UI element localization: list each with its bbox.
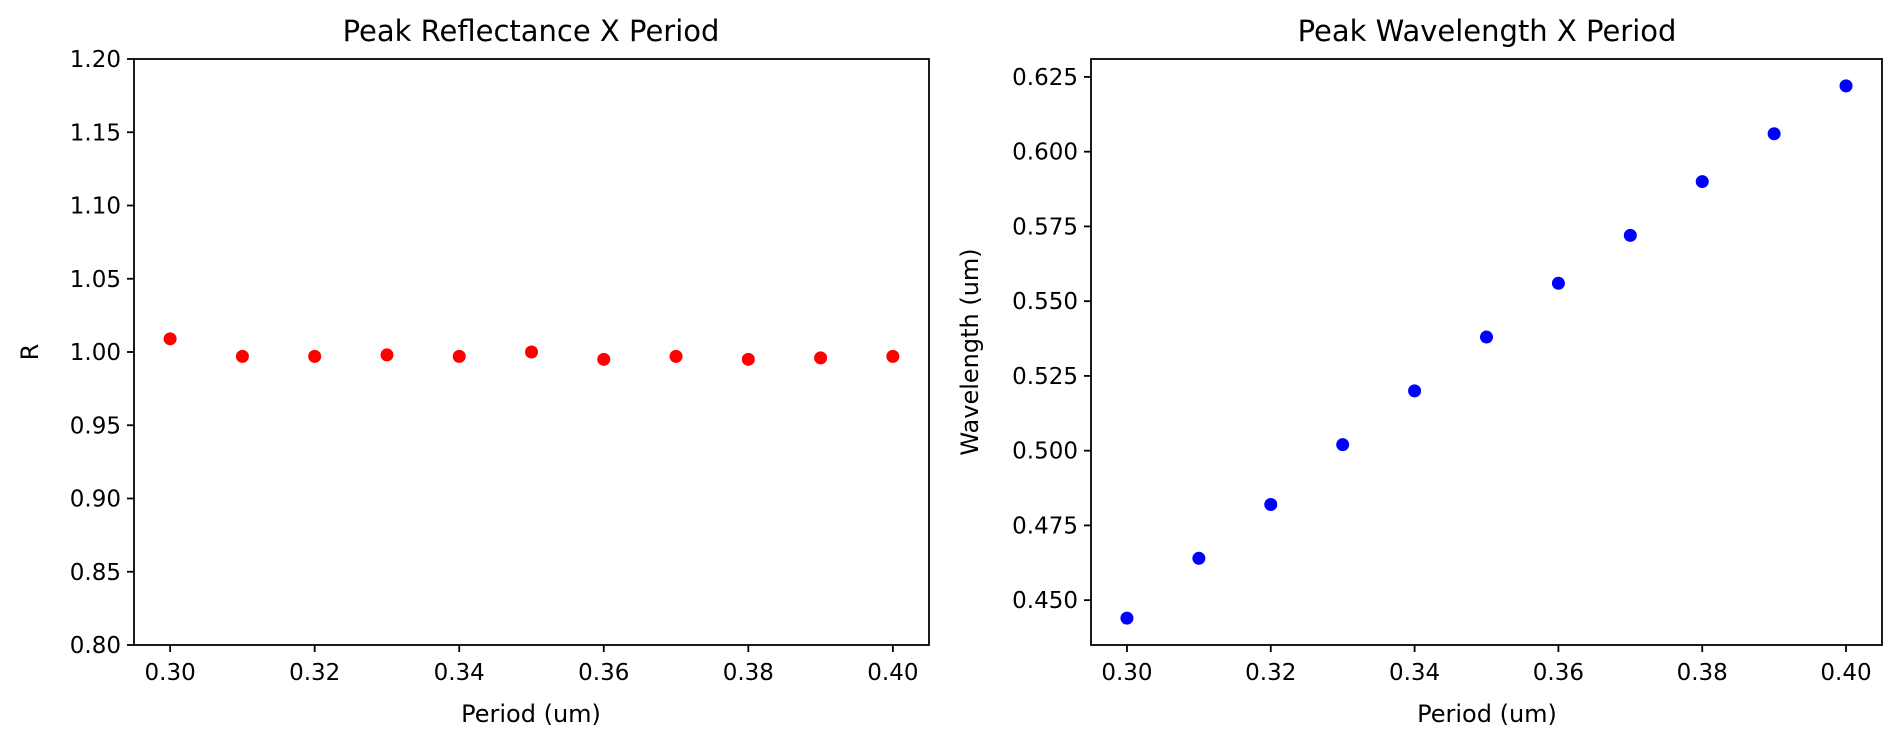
plot-frame — [133, 58, 930, 646]
data-point — [597, 352, 611, 366]
data-point — [163, 332, 177, 346]
y-ticks: 0.80 0.85 0.90 0.95 1.00 1.05 1.10 1.15 1.20 — [70, 47, 134, 659]
x-axis-label: Period (um) — [1417, 700, 1557, 728]
chart-panel-reflectance: Peak Reflectance X Period Period (um) R … — [16, 14, 930, 728]
y-tick-label: 0.550 — [1012, 289, 1078, 315]
x-axis-label: Period (um) — [461, 700, 601, 728]
data-point — [1264, 497, 1278, 511]
data-point — [741, 352, 755, 366]
x-tick-label: 0.36 — [578, 660, 629, 686]
data-point — [452, 349, 466, 363]
data-point — [1695, 175, 1709, 189]
y-tick-label: 0.85 — [70, 560, 121, 586]
x-tick-label: 0.40 — [867, 660, 918, 686]
data-point — [1192, 551, 1206, 565]
y-tick-label: 1.00 — [70, 340, 121, 366]
x-tick-label: 0.32 — [1245, 660, 1296, 686]
y-tick-label: 0.475 — [1012, 513, 1078, 539]
y-tick-label: 0.80 — [70, 633, 121, 659]
data-point — [1551, 276, 1565, 290]
chart-title: Peak Reflectance X Period — [343, 14, 720, 48]
y-tick-label: 1.20 — [70, 47, 121, 73]
data-point — [235, 349, 249, 363]
data-point — [1480, 330, 1493, 344]
y-tick-label: 0.90 — [70, 487, 121, 513]
data-point — [1408, 384, 1422, 398]
y-tick-label: 1.15 — [70, 120, 121, 146]
x-tick-label: 0.36 — [1533, 660, 1584, 686]
y-tick-label: 1.05 — [70, 267, 121, 293]
x-tick-label: 0.40 — [1820, 660, 1871, 686]
chart-title: Peak Wavelength X Period — [1298, 14, 1677, 48]
y-tick-label: 0.575 — [1012, 214, 1078, 240]
x-tick-label: 0.38 — [723, 660, 774, 686]
x-tick-label: 0.30 — [1101, 660, 1152, 686]
y-tick-label: 0.500 — [1012, 439, 1078, 465]
y-ticks: 0.450 0.475 0.500 0.525 0.550 0.575 0.600 0.625 — [1012, 65, 1091, 614]
data-point — [886, 349, 900, 363]
data-point — [1336, 438, 1350, 452]
data-point — [525, 345, 538, 359]
x-tick-label: 0.34 — [434, 660, 485, 686]
x-tick-label: 0.34 — [1389, 660, 1440, 686]
x-ticks: 0.30 0.32 0.34 0.36 0.38 0.40 — [1101, 645, 1872, 686]
data-point — [1839, 79, 1853, 93]
y-axis-label: R — [16, 344, 44, 361]
y-tick-label: 0.95 — [70, 413, 121, 439]
data-points — [163, 332, 900, 366]
chart-panel-wavelength: Peak Wavelength X Period Period (um) Wav… — [956, 14, 1883, 728]
data-point — [308, 349, 322, 363]
y-axis-label: Wavelength (um) — [956, 248, 984, 455]
y-tick-label: 0.625 — [1012, 65, 1078, 91]
y-tick-label: 0.450 — [1012, 588, 1078, 614]
data-point — [1767, 127, 1781, 141]
data-point — [380, 348, 394, 362]
data-point — [1623, 228, 1637, 242]
data-point — [1120, 611, 1134, 625]
y-tick-label: 0.600 — [1012, 140, 1078, 166]
data-point — [814, 351, 828, 365]
y-tick-label: 0.525 — [1012, 364, 1078, 390]
x-tick-label: 0.32 — [289, 660, 340, 686]
data-points — [1120, 79, 1853, 625]
plot-frame — [1090, 58, 1883, 646]
x-ticks: 0.30 0.32 0.34 0.36 0.38 0.40 — [145, 645, 918, 686]
x-tick-label: 0.30 — [145, 660, 196, 686]
data-point — [669, 349, 683, 363]
y-tick-label: 1.10 — [70, 194, 121, 220]
x-tick-label: 0.38 — [1677, 660, 1728, 686]
